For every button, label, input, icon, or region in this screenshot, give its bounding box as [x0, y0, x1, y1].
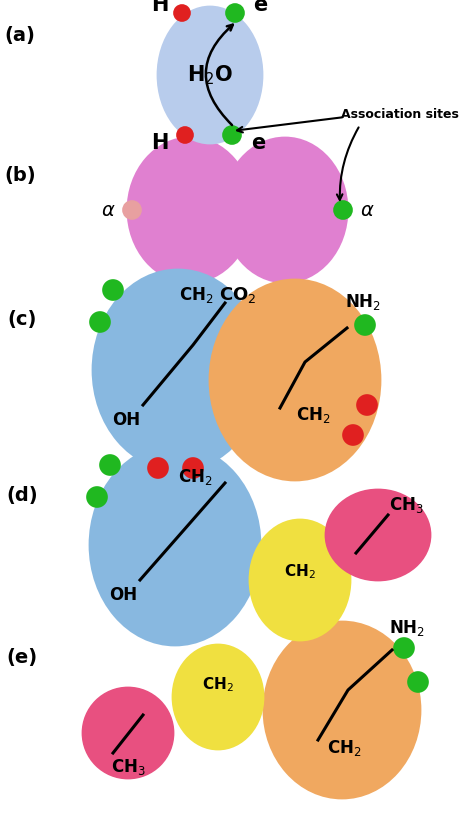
Text: e: e — [251, 133, 265, 153]
Circle shape — [408, 672, 428, 692]
Circle shape — [148, 458, 168, 478]
Circle shape — [103, 280, 123, 300]
Text: $\alpha$: $\alpha$ — [100, 200, 115, 219]
Text: CH$_2$: CH$_2$ — [202, 676, 234, 695]
Text: H$_2$O: H$_2$O — [187, 64, 233, 87]
Ellipse shape — [264, 622, 420, 798]
Text: CH$_2$: CH$_2$ — [327, 738, 361, 758]
Circle shape — [174, 5, 190, 21]
Text: (a): (a) — [5, 26, 36, 45]
Text: (d): (d) — [6, 485, 38, 505]
Ellipse shape — [210, 280, 380, 480]
Ellipse shape — [326, 490, 430, 580]
Ellipse shape — [128, 138, 252, 282]
Circle shape — [343, 425, 363, 445]
Circle shape — [177, 127, 193, 143]
Text: CO$_2$: CO$_2$ — [219, 285, 256, 305]
Circle shape — [355, 315, 375, 335]
Circle shape — [90, 312, 110, 332]
Text: OH: OH — [112, 411, 140, 429]
Circle shape — [394, 638, 414, 658]
Text: CH$_3$: CH$_3$ — [110, 757, 146, 777]
Text: H: H — [151, 0, 169, 15]
Text: NH$_2$: NH$_2$ — [345, 292, 381, 312]
Text: (c): (c) — [7, 310, 36, 329]
Circle shape — [87, 487, 107, 507]
Text: OH: OH — [109, 586, 137, 604]
Circle shape — [183, 458, 203, 478]
Text: (b): (b) — [4, 166, 36, 185]
Text: CH$_2$: CH$_2$ — [178, 467, 212, 487]
Ellipse shape — [93, 270, 263, 470]
Text: Association sites: Association sites — [341, 109, 459, 121]
Text: $\alpha$: $\alpha$ — [360, 200, 374, 219]
Circle shape — [223, 126, 241, 144]
Ellipse shape — [250, 520, 350, 640]
Circle shape — [100, 455, 120, 475]
Circle shape — [83, 688, 173, 778]
Ellipse shape — [223, 138, 347, 282]
Text: e: e — [253, 0, 267, 15]
Circle shape — [357, 395, 377, 415]
Text: H: H — [151, 133, 169, 153]
Ellipse shape — [90, 445, 260, 645]
Ellipse shape — [158, 7, 262, 143]
Text: CH$_3$: CH$_3$ — [389, 495, 423, 515]
Circle shape — [226, 4, 244, 22]
Circle shape — [123, 201, 141, 219]
Ellipse shape — [173, 645, 263, 749]
Text: (e): (e) — [7, 648, 37, 667]
Text: NH$_2$: NH$_2$ — [389, 618, 425, 638]
Text: CH$_2$: CH$_2$ — [179, 285, 213, 305]
Text: CH$_2$: CH$_2$ — [296, 405, 330, 425]
Circle shape — [334, 201, 352, 219]
Text: CH$_2$: CH$_2$ — [284, 563, 316, 582]
